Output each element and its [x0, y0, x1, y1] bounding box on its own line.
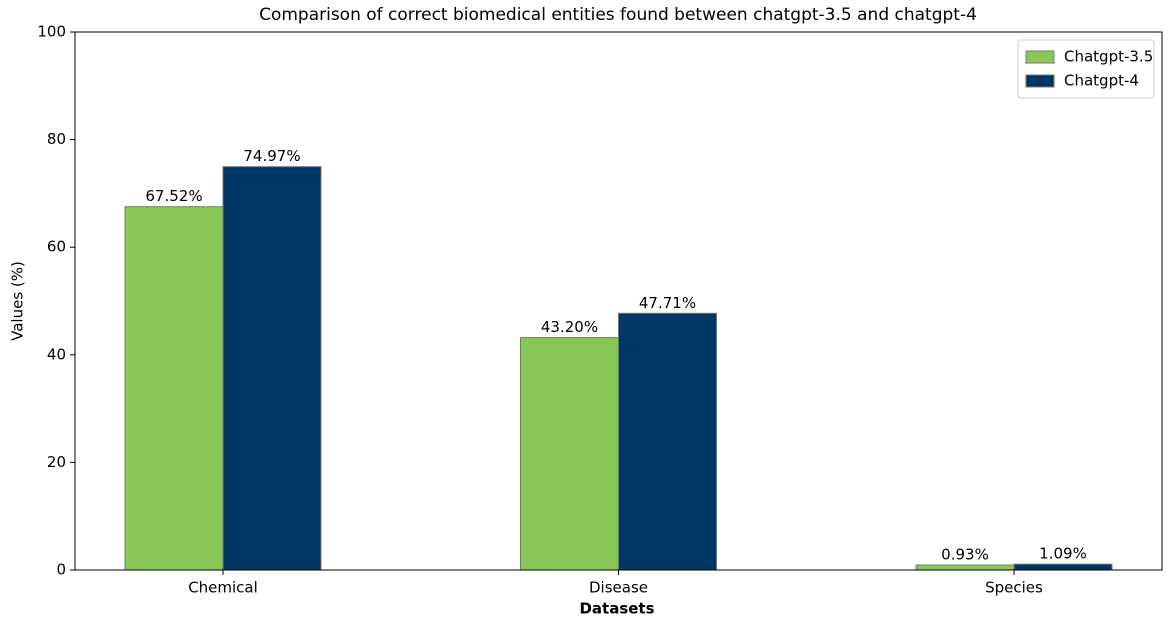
value-label: 43.20% [541, 318, 598, 336]
value-label: 1.09% [1039, 545, 1087, 563]
legend-swatch [1025, 74, 1055, 88]
y-tick-label: 40 [47, 345, 66, 363]
chart-title: Comparison of correct biomedical entitie… [259, 5, 977, 25]
bar [222, 166, 322, 571]
y-tick-label: 20 [47, 453, 66, 471]
y-tick-label: 0 [56, 561, 66, 579]
bar [520, 337, 619, 571]
legend: Chatgpt-3.5 Chatgpt-4 [1017, 39, 1155, 99]
x-axis-label: Datasets [579, 600, 654, 618]
value-label: 47.71% [639, 294, 696, 312]
bar [618, 312, 717, 571]
value-label: 0.93% [941, 545, 989, 563]
value-label: 74.97% [243, 147, 300, 165]
y-axis-label: Values (%) [9, 261, 27, 341]
legend-label: Chatgpt-3.5 [1064, 48, 1153, 66]
x-tick-label: Species [985, 579, 1043, 597]
value-label: 67.52% [145, 187, 202, 205]
y-tick-label: 80 [47, 130, 66, 148]
bar [124, 206, 224, 571]
legend-swatch [1025, 50, 1055, 64]
bar [1013, 563, 1113, 571]
x-tick-label: Disease [589, 579, 648, 597]
plot-frame [74, 31, 1163, 571]
x-tick-label: Chemical [188, 579, 258, 597]
y-tick-label: 100 [37, 23, 66, 41]
legend-label: Chatgpt-4 [1064, 72, 1139, 90]
bar [915, 564, 1015, 571]
y-tick-label: 60 [47, 238, 66, 256]
